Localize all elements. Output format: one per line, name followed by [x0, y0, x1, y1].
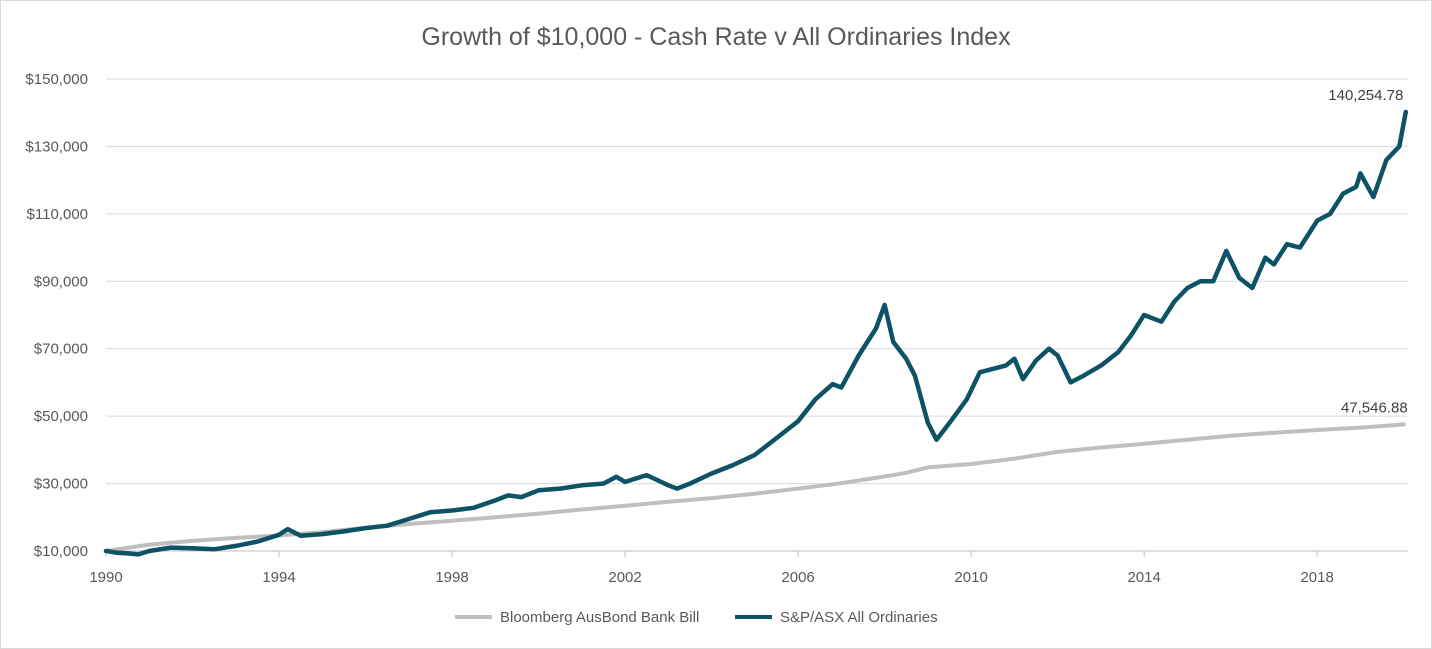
chart-title: Growth of $10,000 - Cash Rate v All Ordi… — [421, 23, 1011, 51]
x-tick-label: 2002 — [608, 569, 641, 586]
x-tick-label: 1990 — [89, 569, 122, 586]
end-value-label: 47,546.88 — [1341, 399, 1408, 416]
x-tick-label: 1994 — [262, 569, 295, 586]
x-tick-label: 2014 — [1127, 569, 1160, 586]
y-tick-label: $90,000 — [34, 273, 88, 290]
x-tick-label: 1998 — [435, 569, 468, 586]
y-tick-label: $50,000 — [34, 408, 88, 425]
x-axis-tick-labels: 1990 1994 1998 2002 2006 2010 2014 2018 — [89, 569, 1334, 586]
series-line-bank-bill — [104, 422, 1406, 553]
gridlines — [105, 78, 1408, 557]
y-tick-label: $110,000 — [27, 206, 88, 223]
legend: Bloomberg AusBond Bank Bill S&P/ASX All … — [455, 609, 938, 626]
y-tick-label: $130,000 — [25, 138, 88, 155]
series-line-all-ordinaries — [103, 109, 1409, 557]
series-lines — [103, 109, 1409, 557]
legend-label-bank-bill: Bloomberg AusBond Bank Bill — [500, 609, 699, 626]
y-tick-label: $30,000 — [34, 476, 88, 493]
x-tick-label: 2006 — [781, 569, 814, 586]
y-tick-label: $10,000 — [34, 543, 88, 560]
y-tick-label: $70,000 — [34, 341, 88, 358]
legend-label-all-ordinaries: S&P/ASX All Ordinaries — [780, 609, 938, 626]
x-tick-label: 2010 — [954, 569, 987, 586]
y-axis-tick-labels: $10,000 $30,000 $50,000 $70,000 $90,000 $110,… — [25, 71, 88, 560]
y-tick-label: $150,000 — [25, 71, 88, 88]
x-tick-label: 2018 — [1300, 569, 1333, 586]
end-value-labels: 140,254.78 47,546.88 — [1328, 87, 1407, 417]
end-value-label: 140,254.78 — [1328, 87, 1403, 104]
